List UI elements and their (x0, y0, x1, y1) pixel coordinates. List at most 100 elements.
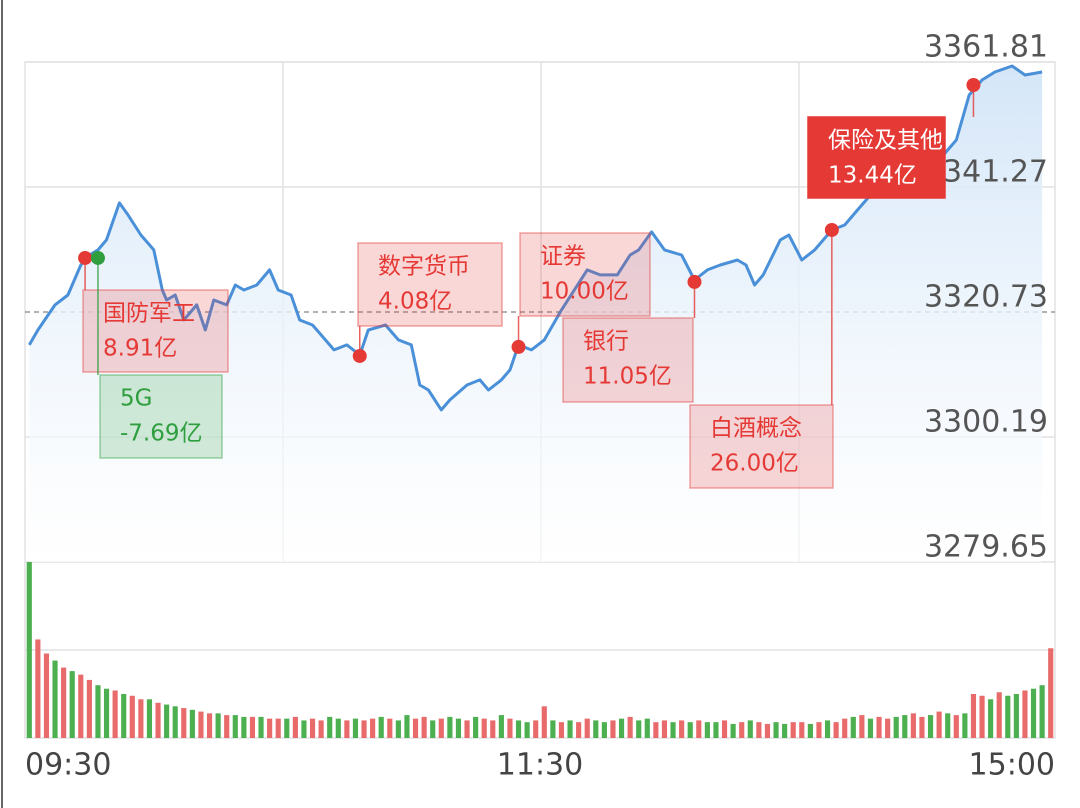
annotation-box (807, 116, 946, 199)
volume-bar (824, 720, 831, 738)
volume-bar (610, 720, 616, 738)
volume-bar (833, 722, 839, 738)
volume-bar (636, 720, 642, 738)
volume-bar (95, 685, 101, 738)
volume-bar (876, 716, 882, 738)
volume-bar (576, 722, 582, 738)
volume-bar (395, 720, 401, 738)
volume-bar (146, 699, 153, 738)
volume-bar (1005, 695, 1011, 738)
annotation-label: 国防军工 (103, 301, 195, 327)
annotation-amount: -7.69亿 (120, 421, 203, 447)
annotation-box (82, 289, 229, 373)
volume-bar (988, 699, 994, 738)
volume-bar (232, 715, 238, 738)
volume-bar (215, 713, 221, 738)
volume-bar (953, 715, 959, 738)
volume-bar (661, 720, 668, 738)
volume-bar (481, 718, 487, 738)
annotation-dot (511, 339, 526, 354)
annotation-label: 数字货币 (378, 254, 470, 280)
volume-bar (370, 718, 376, 738)
annotation-label: 银行 (583, 329, 629, 355)
volume-bar (155, 702, 161, 738)
volume-bar (181, 708, 187, 738)
volume-bar (970, 694, 977, 738)
volume-bar (1013, 694, 1019, 738)
annotation-label: 白酒概念 (710, 416, 802, 442)
volume-bar (61, 667, 67, 738)
volume-bar (335, 718, 341, 738)
volume-bar (816, 722, 822, 738)
price-line (28, 64, 1043, 412)
volume-bar (885, 718, 891, 738)
volume-bar (430, 720, 436, 738)
volume-bar (979, 695, 985, 738)
annotation-dot (824, 222, 839, 237)
volume-bar (704, 722, 710, 738)
volume-bar (558, 722, 565, 738)
volume-bar (919, 716, 925, 738)
annotation-box (357, 242, 503, 327)
volume-bar (26, 562, 32, 738)
annotation-box (99, 374, 223, 459)
volume-bar (945, 713, 951, 738)
volume-bar (850, 716, 856, 738)
volume-bar (1030, 688, 1037, 738)
volume-bar (859, 715, 865, 738)
volume-bar (721, 720, 728, 738)
volume-bar (764, 723, 771, 738)
volume-bar (35, 639, 41, 738)
volume-bar (464, 720, 470, 738)
volume-bar (224, 715, 230, 738)
volume-bar (670, 722, 676, 738)
volume-bar (344, 720, 350, 738)
annotation-label: 保险及其他 (828, 128, 943, 154)
volume-bar (86, 679, 92, 738)
volume-bar (902, 715, 908, 738)
volume-bar (730, 723, 736, 738)
volume-bar (404, 715, 410, 738)
volume-bar (893, 716, 899, 738)
volume-bar (713, 722, 719, 738)
volume-bar (653, 722, 659, 738)
volume-bar (644, 718, 650, 738)
volume-bar (533, 720, 539, 738)
volume-bar (927, 715, 934, 738)
y-tick-label: 3300.19 (924, 405, 1048, 440)
volume-bar (515, 720, 522, 738)
y-tick-label: 3361.81 (924, 30, 1048, 65)
volume-bar (807, 723, 813, 738)
volume-bar (412, 718, 419, 738)
volume-bar (799, 722, 805, 738)
annotation-amount: 13.44亿 (828, 163, 917, 189)
volume-bar (756, 722, 762, 738)
volume-bar (284, 718, 290, 738)
volume-bar (275, 718, 281, 738)
annotation-dot (352, 348, 367, 363)
volume-bar (867, 718, 874, 738)
volume-bar (309, 718, 316, 738)
volume-bar (327, 716, 333, 738)
x-tick-label: 09:30 (25, 748, 111, 783)
volume-bar (507, 718, 513, 738)
price-area (29, 66, 1043, 562)
volume-bar (267, 718, 273, 738)
volume-bar (790, 722, 796, 738)
volume-bar (378, 716, 384, 738)
volume-bar (292, 716, 298, 738)
volume-bar (773, 722, 779, 738)
volume-bar (739, 722, 745, 738)
annotation-amount: 11.05亿 (583, 364, 672, 390)
volume-bar (172, 706, 178, 738)
annotation-dot (687, 274, 702, 289)
volume-bar (69, 671, 75, 738)
annotation-amount: 10.00亿 (540, 279, 629, 305)
volume-bar (782, 723, 788, 738)
volume-bar (550, 720, 556, 738)
annotation-box (562, 317, 694, 403)
x-tick-label: 11:30 (497, 748, 583, 783)
volume-bar (189, 709, 195, 738)
volume-bar (567, 720, 573, 738)
